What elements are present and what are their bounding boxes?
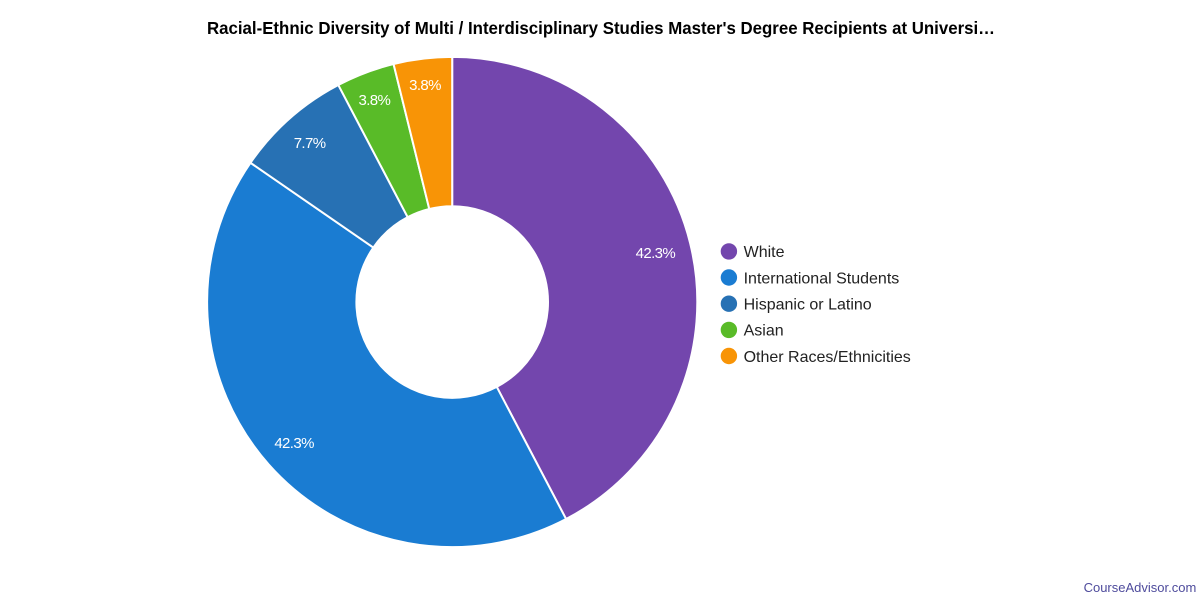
svg-text:International Students: International Students <box>744 270 900 287</box>
svg-text:7.7%: 7.7% <box>294 135 326 152</box>
svg-text:42.3%: 42.3% <box>636 245 676 262</box>
svg-text:Other Races/Ethnicities: Other Races/Ethnicities <box>744 349 911 366</box>
svg-text:3.8%: 3.8% <box>359 92 391 109</box>
svg-text:Racial-Ethnic Diversity of Mul: Racial-Ethnic Diversity of Multi / Inter… <box>207 18 995 38</box>
svg-text:CourseAdvisor.com: CourseAdvisor.com <box>1084 580 1197 595</box>
svg-text:Hispanic or Latino: Hispanic or Latino <box>744 297 872 314</box>
svg-text:42.3%: 42.3% <box>274 435 314 452</box>
svg-text:White: White <box>744 244 785 261</box>
svg-text:3.8%: 3.8% <box>409 77 441 94</box>
svg-text:Asian: Asian <box>744 323 784 340</box>
